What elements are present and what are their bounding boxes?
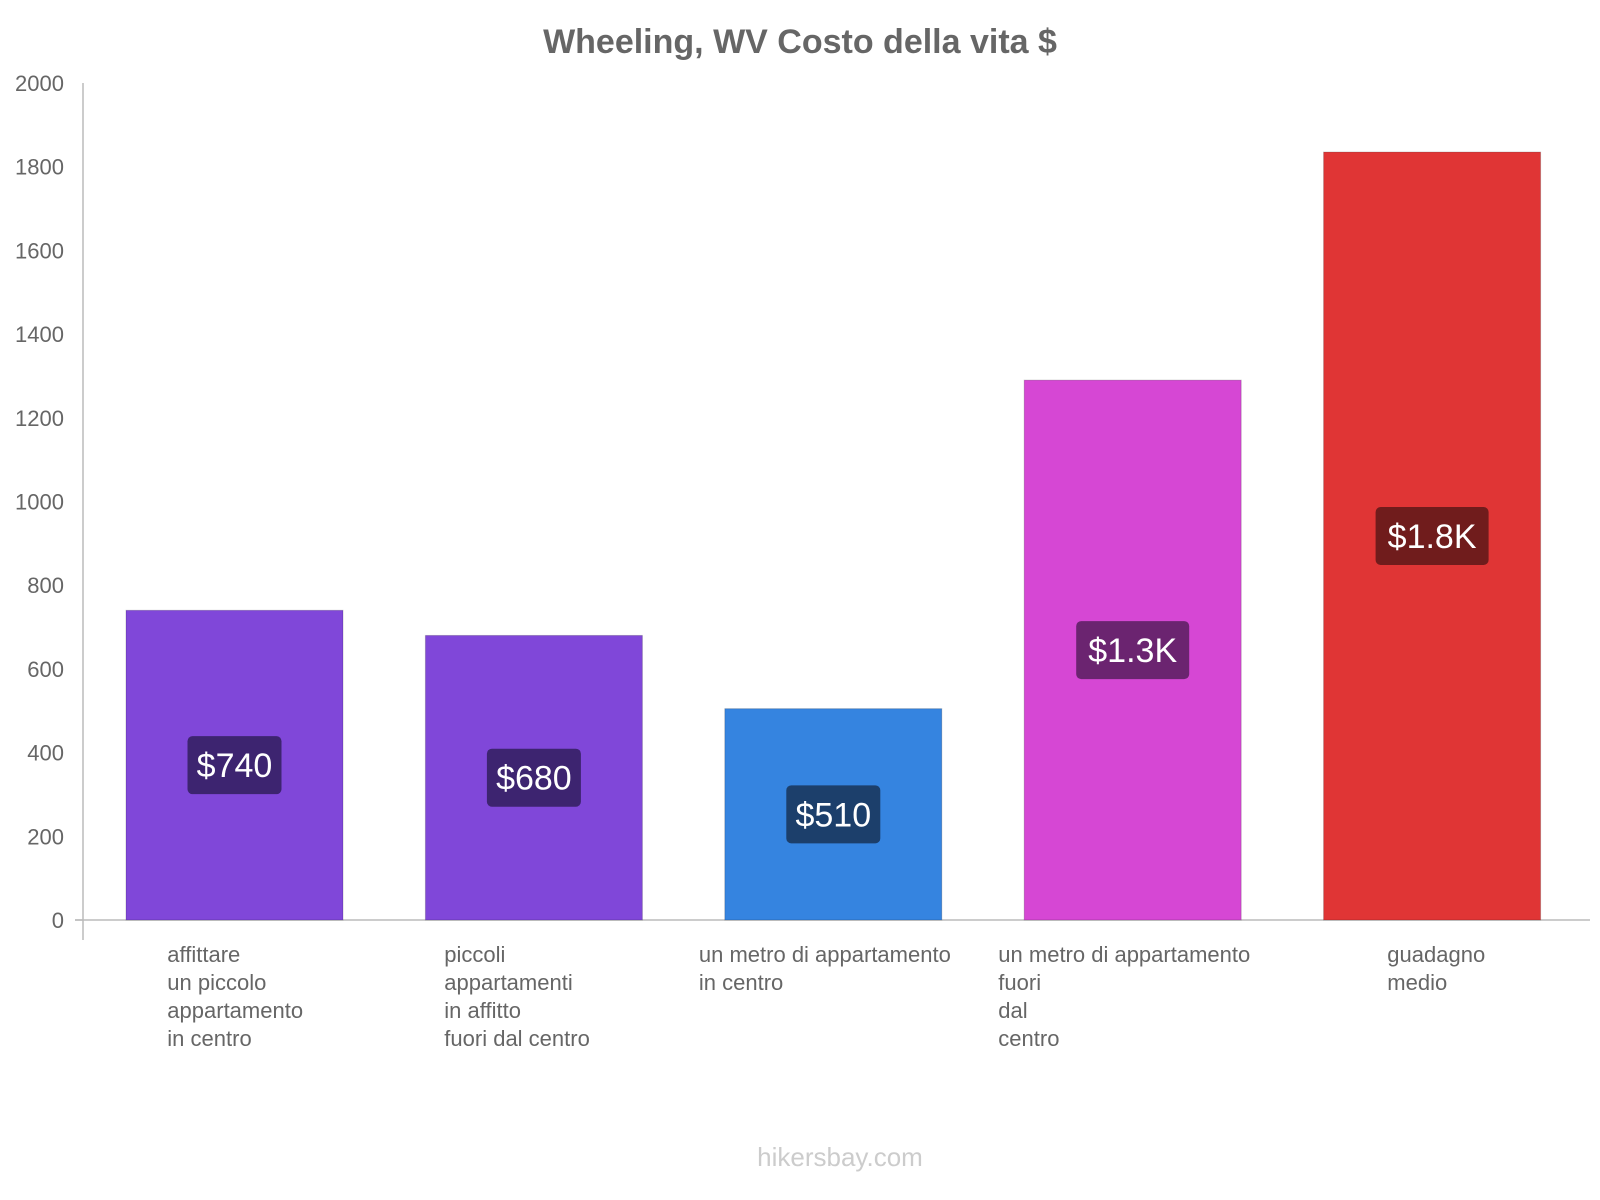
category-label-line: in centro <box>699 970 783 995</box>
y-tick-label: 1200 <box>15 406 64 431</box>
y-tick-label: 800 <box>27 573 64 598</box>
category-label: guadagno medio <box>1387 942 1485 995</box>
category-label-line: affittare <box>167 942 240 967</box>
category-label: affittare un piccolo appartamento in centro <box>167 942 303 1051</box>
y-tick-label: 200 <box>27 824 64 849</box>
value-label: $680 <box>496 760 572 798</box>
category-label-line: fuori <box>998 970 1041 995</box>
y-tick-label: 600 <box>27 657 64 682</box>
category-label-line: centro <box>998 1026 1059 1051</box>
value-label: $510 <box>795 796 871 834</box>
bars: $740 $680 $510 $1.3K $1.8K <box>125 151 1542 921</box>
category-label-line: guadagno <box>1387 942 1485 967</box>
category-label-line: medio <box>1387 970 1447 995</box>
category-label-line: un metro di appartamento <box>699 942 951 967</box>
y-tick-label: 1600 <box>15 238 64 263</box>
category-label: piccoli appartamenti in affitto fuori dal c… <box>444 942 590 1051</box>
value-label-bg <box>1375 507 1489 566</box>
value-label-bg <box>486 748 581 807</box>
category-label-line: appartamenti <box>444 970 572 995</box>
category-label-line: in centro <box>167 1026 251 1051</box>
value-label: $740 <box>197 747 273 785</box>
chart-title: Wheeling, WV Costo della vita $ <box>543 23 1057 61</box>
axes: 0 200 400 600 800 1000 1200 1400 1600 1800 2000 <box>15 71 1590 940</box>
y-tick-label: 2000 <box>15 71 64 96</box>
value-label-bg <box>187 736 282 795</box>
y-tick-label: 0 <box>52 908 64 933</box>
category-label-line: un piccolo <box>167 970 266 995</box>
category-label-line: fuori dal centro <box>444 1026 590 1051</box>
category-label: un metro di appartamento fuori dal centro <box>998 942 1250 1051</box>
y-tick-label: 400 <box>27 741 64 766</box>
y-tick-label: 1400 <box>15 322 64 347</box>
category-label-line: dal <box>998 998 1027 1023</box>
category-label-line: piccoli <box>444 942 505 967</box>
value-label: $1.3K <box>1088 632 1177 670</box>
category-label-line: in affitto <box>444 998 521 1023</box>
category-label-line: appartamento <box>167 998 303 1023</box>
y-tick-label: 1800 <box>15 155 64 180</box>
value-label: $1.8K <box>1388 518 1477 556</box>
y-tick-label: 1000 <box>15 490 64 515</box>
category-label-line: un metro di appartamento <box>998 942 1250 967</box>
watermark: hikersbay.com <box>757 1142 923 1172</box>
category-label: un metro di appartamento in centro <box>699 942 951 995</box>
value-label-bg <box>1076 621 1190 680</box>
value-label-bg <box>786 785 881 844</box>
category-labels: affittare un piccolo appartamento in centro… <box>167 942 1485 1051</box>
